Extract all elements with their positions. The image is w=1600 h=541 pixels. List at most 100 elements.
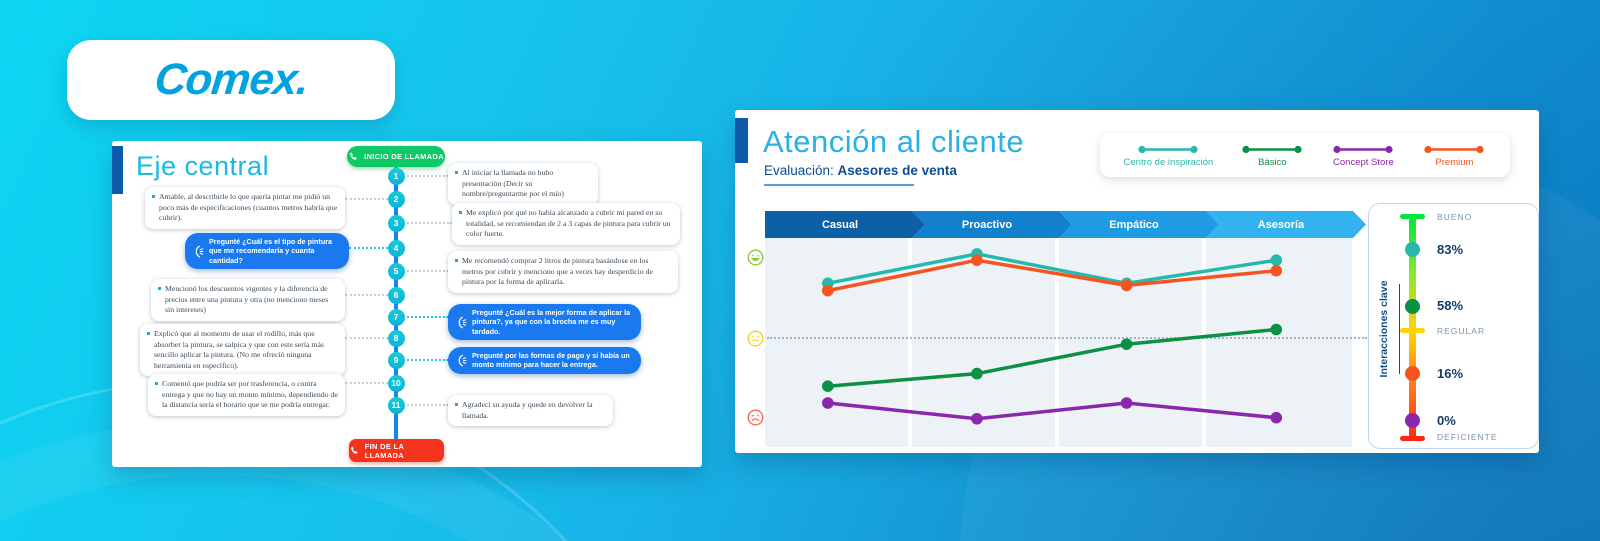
timeline-step-number: 8 (387, 329, 405, 347)
call-start-badge: INICIO DE LLAMADA (347, 146, 445, 167)
scale-marker-percent: 0% (1437, 412, 1456, 428)
legend-line-icon (1424, 145, 1485, 153)
scale-marker-dot (1405, 298, 1420, 314)
legend-label: Premium (1435, 156, 1474, 168)
bullet-icon (455, 259, 458, 262)
scale-axis-bracket (1399, 284, 1400, 374)
timeline-spine (394, 167, 398, 440)
series-line-básico (826, 327, 1279, 388)
data-point (822, 380, 834, 392)
data-point (822, 284, 834, 297)
legend-item: Básico (1240, 143, 1304, 168)
timeline-connector (396, 404, 448, 406)
bullet-icon (147, 332, 150, 335)
scale-marker-dot (1405, 366, 1420, 381)
timeline-step-number: 11 (387, 396, 405, 414)
note-text: Me recomendó comprar 2 litros de pintura… (462, 256, 653, 287)
timeline-note-box: Al iniciar la llamada no hubo presentaci… (448, 163, 598, 205)
scale-label-deficient: DEFICIENTE (1437, 432, 1498, 442)
subtitle-underline (764, 184, 914, 186)
comex-logo-card: Comex. (67, 40, 395, 120)
timeline-step-number: 3 (387, 214, 405, 232)
legend-label: Centro de inspiración (1123, 156, 1214, 168)
timeline-steps: Al iniciar la llamada no hubo presentaci… (112, 141, 702, 467)
timeline-note-box: Agradecí su ayuda y quede en devolver la… (448, 395, 613, 427)
timeline-connector (396, 222, 452, 224)
scale-bottom-tick (1400, 436, 1425, 441)
evaluation-subtitle: Evaluación: Asesores de venta (764, 163, 957, 178)
right-panel-title: Atención al cliente (763, 124, 1025, 159)
data-point (1120, 338, 1133, 350)
timeline-connector (345, 294, 396, 296)
scale-label-regular: REGULAR (1437, 326, 1486, 336)
timeline-step-number: 2 (387, 190, 405, 208)
timeline-note-box: Comentó que podría ser por trasferencia,… (148, 374, 345, 416)
category-header-2: Proactivo (912, 211, 1072, 238)
customer-service-panel: Atención al cliente Evaluación: Asesores… (735, 110, 1539, 453)
title-accent-bar (735, 118, 748, 163)
timeline-connector (396, 359, 448, 361)
score-scale-card: Interacciones clave BUENO REGULAR DEFICI… (1368, 203, 1539, 449)
call-start-label: INICIO DE LLAMADA (364, 152, 444, 161)
timeline-connector (396, 175, 448, 177)
note-text: Amable, al describirle lo que quería pin… (159, 192, 338, 223)
legend-label: Concept Store (1333, 156, 1394, 168)
scale-top-tick (1400, 214, 1425, 219)
scale-marker-dot (1405, 413, 1420, 429)
category-header-4: Asesoría (1206, 211, 1366, 238)
note-text: Explicó que al momento de usar el rodill… (154, 329, 324, 370)
scale-marker-dot (1405, 242, 1420, 258)
timeline-question-box: Pregunté ¿Cuál es la mejor forma de apli… (448, 304, 641, 341)
legend-line-icon (1138, 145, 1199, 153)
data-point (1120, 397, 1133, 409)
neutral-reference-line (767, 337, 1367, 339)
call-timeline-panel: Eje central INICIO DE LLAMADA Al iniciar… (112, 141, 702, 467)
subtitle-bold: Asesores de venta (837, 163, 957, 178)
note-text: Comentó que podría ser por trasferencia,… (162, 379, 338, 410)
phone-icon (351, 446, 358, 454)
legend-item: Premium (1422, 143, 1486, 168)
question-text: Pregunté por las formas de pago y si hab… (472, 351, 630, 370)
data-point (822, 397, 834, 409)
timeline-connector (345, 382, 396, 384)
call-end-badge: FIN DE LA LLAMADA (349, 439, 444, 462)
data-point (1120, 279, 1133, 292)
legend-item: Centro de inspiración (1123, 143, 1214, 168)
comex-logo: Comex. (151, 55, 311, 104)
timeline-question-box: Pregunté ¿Cuál es el tipo de pintura que… (185, 233, 349, 270)
timeline-step-number: 5 (387, 262, 405, 280)
timeline-note-box: Me recomendó comprar 2 litros de pintura… (448, 251, 678, 293)
sad-face-icon (747, 409, 764, 426)
left-panel-title: Eje central (136, 151, 270, 181)
note-text: Al iniciar la llamada no hubo presentaci… (462, 168, 564, 199)
note-text: Mencionó los descuentos vigentes y la di… (165, 284, 329, 315)
series-line-premium (826, 258, 1279, 293)
timeline-note-box: Explicó que al momento de usar el rodill… (140, 324, 345, 377)
data-point (1270, 264, 1283, 277)
series-line-concept-store (826, 401, 1279, 421)
timeline-step-number: 1 (387, 167, 405, 185)
legend-line-icon (1242, 145, 1302, 153)
timeline-connector (349, 247, 396, 249)
note-text: Agradecí su ayuda y quede en devolver la… (462, 400, 593, 420)
timeline-step-number: 6 (387, 286, 405, 304)
happy-face-icon (747, 249, 764, 266)
speaking-face-icon (458, 354, 467, 367)
data-point (971, 412, 983, 425)
scale-mid-tick (1400, 328, 1425, 333)
timeline-connector (345, 198, 396, 200)
bullet-icon (152, 195, 155, 198)
legend-item: Concept Store (1331, 143, 1395, 168)
question-text: Pregunté ¿Cuál es la mejor forma de apli… (472, 308, 631, 336)
data-point (1270, 254, 1283, 266)
bullet-icon (459, 211, 462, 214)
title-accent-bar (112, 146, 123, 194)
scale-axis-title: Interacciones clave (1378, 280, 1390, 378)
scale-label-good: BUENO (1437, 212, 1473, 222)
timeline-step-number: 9 (387, 351, 405, 369)
timeline-connector (396, 316, 448, 318)
data-point (1270, 323, 1283, 336)
legend-label: Básico (1258, 156, 1287, 168)
scale-marker-percent: 83% (1437, 241, 1464, 257)
phone-icon (350, 152, 357, 160)
